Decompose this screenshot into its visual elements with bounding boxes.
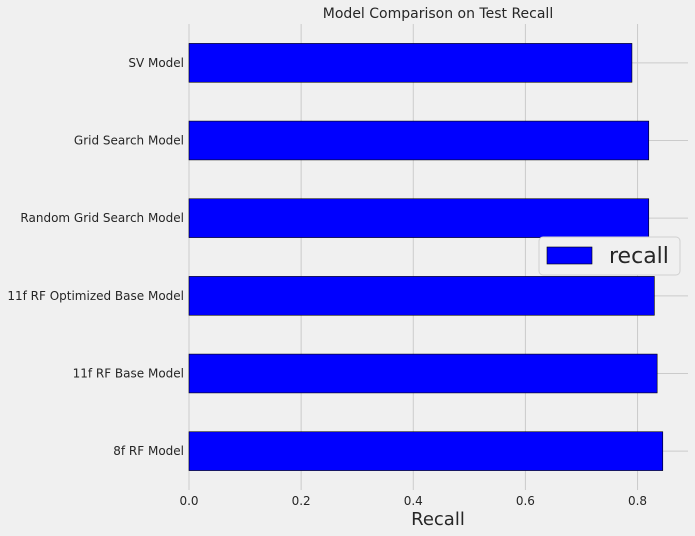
legend-box: [538, 236, 681, 276]
legend: recall: [538, 236, 681, 276]
y-tick-label: Random Grid Search Model: [20, 211, 184, 225]
legend-swatch: [546, 246, 593, 265]
y-tick-label: SV Model: [128, 56, 184, 70]
x-axis-label: Recall: [411, 509, 465, 530]
y-tick-label: 8f RF Model: [113, 444, 184, 458]
bars: [188, 43, 664, 471]
bar-11f-rf-optimized-base-model: [188, 276, 655, 316]
chart-title: Model Comparison on Test Recall: [323, 6, 553, 22]
y-tick-label: Grid Search Model: [74, 134, 184, 148]
legend-label: recall: [609, 244, 669, 269]
bar-8f-rf-model: [188, 431, 664, 471]
x-tick-label: 0.4: [404, 494, 423, 508]
x-tick-label: 0.6: [516, 494, 535, 508]
x-tick-label: 0.8: [628, 494, 647, 508]
bar-sv-model: [188, 43, 633, 83]
y-tick-label: 11f RF Base Model: [73, 367, 184, 381]
x-tick-label: 0.0: [179, 494, 198, 508]
bar-11f-rf-base-model: [188, 353, 658, 394]
x-tick-label: 0.2: [292, 494, 311, 508]
y-axis-tick-labels: SV Model Grid Search Model Random Grid Sea…: [7, 56, 184, 458]
bar-grid-search-model: [188, 120, 650, 161]
x-axis-tick-labels: 0.0 0.2 0.4 0.6 0.8: [179, 494, 647, 508]
y-tick-label: 11f RF Optimized Base Model: [7, 289, 184, 303]
bar-random-grid-search-model: [188, 198, 650, 238]
